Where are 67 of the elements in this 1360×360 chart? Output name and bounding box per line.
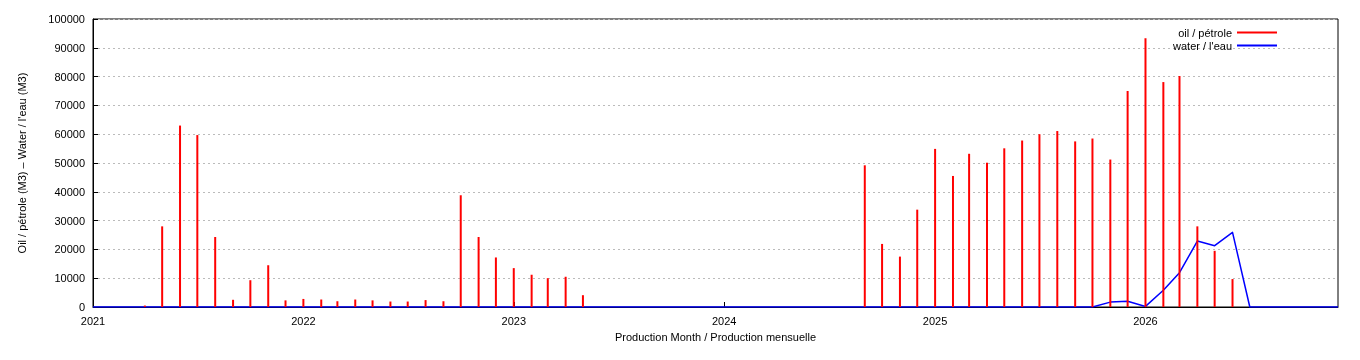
y-tick-label: 10000 [54,272,85,285]
bar [284,300,287,307]
x-axis-title: Production Month / Production mensuelle [614,330,817,343]
y-axis-title: Oil / pétrole (M3) – Water / l'eau (M3) [15,72,28,254]
y-tick-label: 90000 [54,41,85,54]
bar [179,125,182,307]
bar [1162,82,1165,307]
bar [934,148,937,307]
bar [1196,226,1199,307]
y-tick-label: 60000 [54,128,85,141]
bar [196,135,199,307]
bar [1126,91,1129,307]
bar [881,243,884,307]
bar [985,162,988,307]
bar [477,237,480,307]
bar [1003,148,1006,307]
bar [1038,134,1041,307]
y-tick-label: 100000 [48,13,85,25]
x-tick-label: 2021 [80,314,106,327]
bar [1091,138,1094,307]
bar [898,256,901,307]
bar [863,165,866,307]
y-tick-label: 40000 [54,185,85,198]
bar [512,268,515,307]
bar [232,299,235,307]
bar [1178,76,1181,307]
bar [267,265,270,307]
bar [161,226,164,307]
bar [336,301,339,307]
bar [406,301,409,307]
x-tick-label: 2023 [501,314,527,327]
bar [459,195,462,307]
bar [494,257,497,307]
x-tick-label: 2026 [1133,314,1158,327]
bar [1231,279,1234,307]
x-tick-label: 2025 [922,314,948,327]
bar [1213,250,1216,307]
bar [530,274,533,307]
bar [1021,140,1024,307]
bar [1074,141,1077,307]
bar [354,299,357,307]
y-tick-label: 70000 [54,99,85,112]
y-tick-label: 30000 [54,214,85,227]
bar [1109,159,1112,307]
bar [371,300,374,307]
bar [581,295,584,307]
bar [564,276,567,307]
bar [1056,131,1059,307]
legend-label: water / l'eau [1172,39,1232,52]
bar [951,175,954,307]
y-tick-label: 80000 [54,70,85,83]
bar [1144,38,1147,307]
bar [916,209,919,307]
bar [546,278,549,307]
bar [389,301,392,307]
bar [442,301,445,307]
legend-label: oil / pétrole [1178,26,1232,39]
bar [320,299,323,307]
x-tick-label: 2024 [711,314,737,327]
bar [424,300,427,307]
y-tick-label: 0 [78,301,85,313]
bar [214,237,217,307]
y-tick-label: 20000 [54,243,85,256]
bar [249,280,252,307]
bar [968,153,971,307]
x-tick-label: 2022 [291,314,316,327]
y-tick-label: 50000 [54,157,85,169]
